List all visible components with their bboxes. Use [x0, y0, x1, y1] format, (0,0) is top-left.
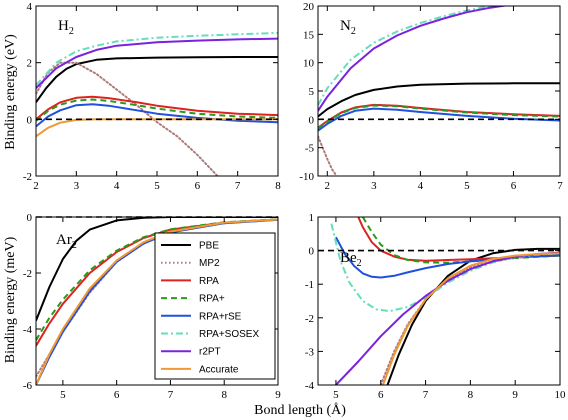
legend-label: RPA+ — [199, 294, 225, 305]
x-tick-label: 6 — [511, 180, 517, 192]
legend-label: RPA+rSE — [199, 311, 242, 322]
panel-h2: 2 3 4 5 6 7 8 -2 0 2 4 H2 — [23, 1, 281, 192]
legend-label: RPA — [199, 276, 219, 287]
series-mp2 — [318, 135, 338, 176]
panel-label: N2 — [340, 18, 356, 37]
panel-label: Be2 — [340, 250, 362, 269]
x-tick-label: 5 — [154, 180, 160, 192]
series-rpa- — [318, 104, 560, 130]
series-mp2 — [379, 253, 560, 385]
series-rpa- — [361, 217, 560, 264]
legend-label: r2PT — [199, 347, 221, 358]
panel-be2: 5 6 7 8 9 10 -4 -3 -2 -1 0 1 Be2 — [305, 212, 566, 401]
x-tick-label: 8 — [221, 389, 227, 401]
series-rpa-sosex — [36, 31, 278, 86]
x-tick-label: 5 — [464, 180, 470, 192]
series-pbe — [36, 217, 278, 321]
y-tick-label: -4 — [23, 324, 33, 336]
series-rpa- — [36, 98, 278, 122]
y-tick-label: -2 — [23, 171, 32, 183]
series-r2pt — [335, 251, 560, 385]
x-tick-label: 6 — [195, 180, 201, 192]
x-tick-label: 7 — [168, 389, 174, 401]
plot-frame — [35, 216, 279, 386]
series-rpa- — [36, 218, 278, 341]
series-mp2 — [36, 61, 219, 176]
x-tick-label: 4 — [114, 180, 120, 192]
series-accurate — [382, 252, 560, 385]
series-rpa-rse — [335, 236, 560, 279]
x-tick-label: 8 — [468, 389, 474, 401]
y-tick-label: 2 — [27, 58, 33, 70]
legend-label: PBE — [199, 241, 219, 252]
x-tick-label: 9 — [275, 389, 281, 401]
x-axis-label: Bond length (Å) — [254, 402, 346, 418]
series-r2pt — [36, 37, 278, 89]
series-r2pt — [318, 6, 509, 112]
x-tick-label: 3 — [371, 180, 377, 192]
y-tick-label: 0 — [27, 114, 33, 126]
y-tick-label: -6 — [23, 380, 33, 392]
panel-n2: 2 3 4 5 6 7 -10 -5 0 5 10 15 20 N2 — [299, 1, 563, 192]
x-tick-label: 4 — [418, 180, 424, 192]
y-tick-label: -10 — [299, 171, 314, 183]
x-tick-label: 5 — [60, 389, 66, 401]
y-tick-label: 15 — [303, 29, 315, 41]
series-rpa-sosex — [330, 223, 560, 313]
y-axis-label-bottom: Binding energy (meV) — [3, 236, 18, 363]
legend: PBE MP2 RPA RPA+ RPA+rSE RPA+SOSEX r2PT Accurat… — [154, 232, 276, 380]
y-tick-label: 1 — [309, 212, 315, 224]
x-tick-label: 6 — [378, 389, 384, 401]
legend-box — [154, 232, 276, 380]
y-tick-label: -4 — [305, 380, 315, 392]
y-tick-label: -2 — [305, 313, 314, 325]
y-tick-label: 5 — [309, 86, 315, 98]
y-tick-label: 20 — [303, 1, 315, 13]
series-rpa-rse — [318, 107, 560, 132]
y-tick-label: 0 — [309, 246, 315, 258]
y-axis-label-top: Binding energy (eV) — [3, 34, 18, 150]
x-tick-label: 3 — [74, 180, 80, 192]
x-tick-label: 2 — [33, 180, 39, 192]
panel-label: H2 — [58, 18, 74, 37]
legend-label: RPA+SOSEX — [199, 329, 259, 340]
series-pbe — [318, 82, 560, 118]
series-accurate — [36, 218, 278, 385]
x-tick-label: 7 — [423, 389, 429, 401]
x-tick-label: 7 — [235, 180, 241, 192]
x-tick-label: 7 — [557, 180, 563, 192]
y-tick-label: 0 — [27, 212, 33, 224]
panel-label: Ar2 — [56, 232, 77, 251]
panel-ar2: 5 6 7 8 9 -6 -4 -2 0 Ar2 — [23, 212, 281, 401]
legend-label: MP2 — [199, 258, 220, 269]
y-tick-label: -5 — [305, 143, 315, 155]
series-rpa — [36, 95, 278, 121]
x-tick-label: 9 — [512, 389, 518, 401]
y-tick-label: 0 — [309, 114, 315, 126]
x-tick-label: 10 — [555, 389, 567, 401]
x-tick-label: 8 — [275, 180, 281, 192]
y-tick-label: -1 — [305, 279, 314, 291]
x-tick-label: 2 — [325, 180, 331, 192]
legend-label: Accurate — [199, 364, 239, 375]
series-pbe — [386, 247, 560, 385]
y-tick-label: 10 — [303, 58, 315, 70]
plot-frame — [317, 216, 561, 386]
series-pbe — [36, 56, 278, 103]
x-tick-label: 5 — [333, 389, 339, 401]
y-tick-label: -2 — [23, 268, 32, 280]
y-tick-label: 4 — [27, 1, 33, 13]
x-tick-label: 6 — [114, 389, 120, 401]
y-tick-label: -3 — [305, 346, 315, 358]
series-rpa-sosex — [318, 6, 499, 106]
